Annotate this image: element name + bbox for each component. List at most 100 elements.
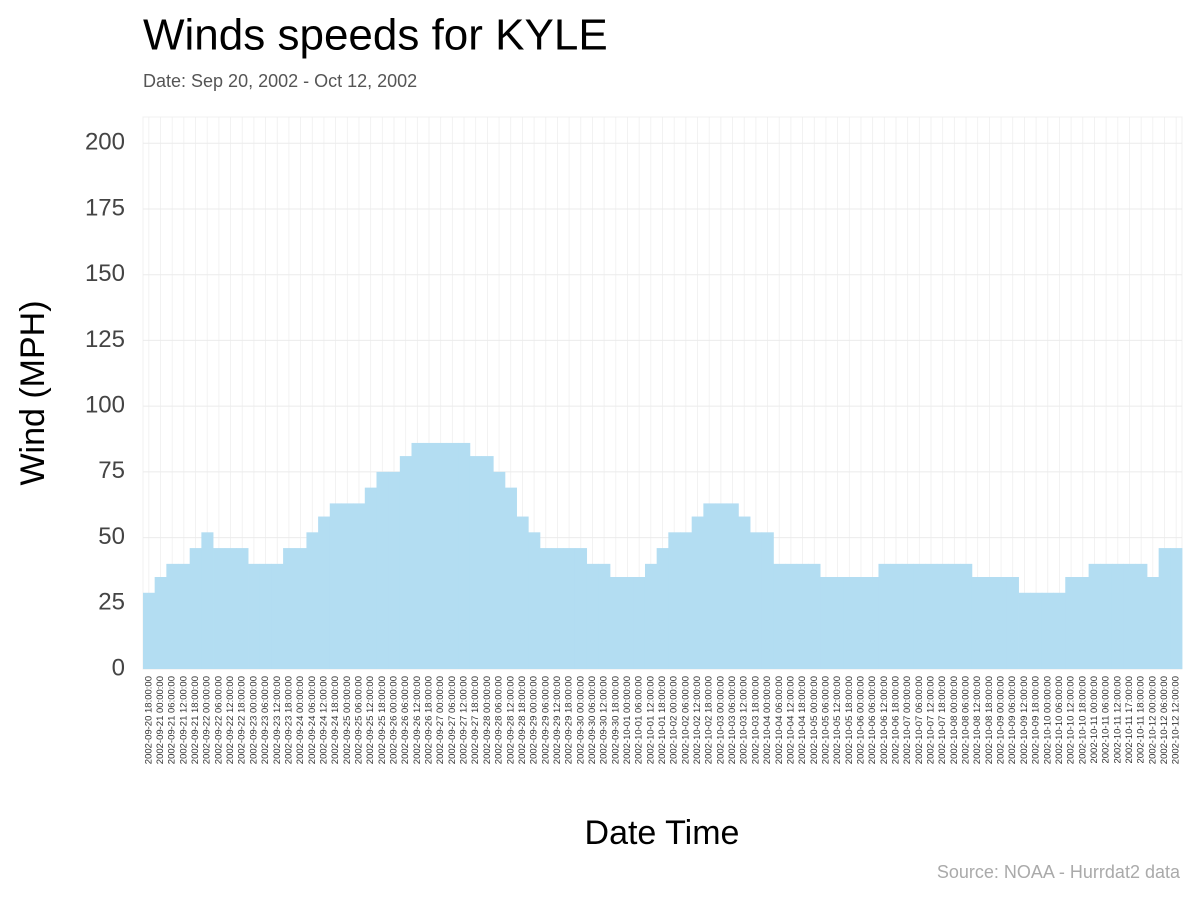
bar (458, 442, 471, 669)
x-tick-label: 2002-09-24 06:00:00 (307, 676, 318, 764)
bar (178, 563, 191, 669)
y-tick-label: 25 (98, 589, 125, 616)
x-tick-label: 2002-10-10 12:00:00 (1066, 676, 1077, 764)
bar (294, 548, 307, 669)
bar (236, 548, 249, 669)
x-tick-label: 2002-10-01 18:00:00 (657, 676, 668, 764)
x-tick-label: 2002-09-23 18:00:00 (283, 676, 294, 764)
bar (703, 503, 716, 669)
bar (493, 471, 506, 669)
x-tick-label: 2002-09-27 00:00:00 (435, 676, 446, 764)
y-tick-label: 125 (85, 326, 125, 353)
bar (785, 563, 798, 669)
bar (878, 563, 891, 669)
bar (890, 563, 903, 669)
caption: Source: NOAA - Hurrdat2 data (937, 862, 1181, 882)
bar (913, 563, 926, 669)
x-tick-label: 2002-09-27 06:00:00 (447, 676, 458, 764)
bar (399, 456, 412, 669)
x-tick-label: 2002-10-07 18:00:00 (937, 676, 948, 764)
x-tick-label: 2002-09-23 00:00:00 (248, 676, 259, 764)
bar (434, 442, 447, 669)
x-tick-label: 2002-10-05 12:00:00 (832, 676, 843, 764)
bar (446, 442, 459, 669)
x-tick-label: 2002-10-11 12:00:00 (1112, 676, 1123, 764)
bar (1053, 592, 1066, 669)
x-tick-label: 2002-09-26 12:00:00 (412, 676, 423, 764)
y-tick-label: 0 (112, 654, 125, 681)
x-tick-label: 2002-09-28 00:00:00 (482, 676, 493, 764)
x-tick-label: 2002-10-04 00:00:00 (762, 676, 773, 764)
bar (353, 503, 366, 669)
bar (388, 471, 401, 669)
y-axis-label: Wind (MPH) (14, 300, 52, 485)
x-tick-label: 2002-10-05 06:00:00 (820, 676, 831, 764)
x-tick-label: 2002-09-23 12:00:00 (272, 676, 283, 764)
bar (259, 563, 272, 669)
x-tick-label: 2002-09-21 12:00:00 (178, 676, 189, 764)
x-tick-label: 2002-10-03 12:00:00 (739, 676, 750, 764)
bar (738, 516, 751, 669)
x-tick-label: 2002-09-30 06:00:00 (587, 676, 598, 764)
x-tick-label: 2002-10-06 12:00:00 (879, 676, 890, 764)
x-tick-label: 2002-10-09 00:00:00 (996, 676, 1007, 764)
x-tick-label: 2002-09-25 18:00:00 (377, 676, 388, 764)
x-tick-label: 2002-10-12 06:00:00 (1159, 676, 1170, 764)
bar (715, 503, 728, 669)
x-tick-label: 2002-09-30 12:00:00 (599, 676, 610, 764)
x-tick-label: 2002-09-28 06:00:00 (494, 676, 505, 764)
bar (668, 532, 681, 669)
bar (1006, 577, 1019, 669)
bar (563, 548, 576, 669)
bar (843, 577, 856, 669)
x-tick-label: 2002-09-24 12:00:00 (318, 676, 329, 764)
bar (691, 516, 704, 669)
bar (1041, 592, 1054, 669)
x-tick-label: 2002-10-03 06:00:00 (727, 676, 738, 764)
bar (901, 563, 914, 669)
x-tick-label: 2002-10-08 18:00:00 (984, 676, 995, 764)
x-tick-label: 2002-10-03 00:00:00 (715, 676, 726, 764)
x-tick-label: 2002-10-01 00:00:00 (622, 676, 633, 764)
x-tick-label: 2002-09-25 06:00:00 (353, 676, 364, 764)
x-tick-label: 2002-09-27 18:00:00 (470, 676, 481, 764)
bar (166, 563, 179, 669)
x-tick-label: 2002-09-25 12:00:00 (365, 676, 376, 764)
bar (1030, 592, 1043, 669)
x-tick-label: 2002-10-11 00:00:00 (1089, 676, 1100, 764)
x-tick-label: 2002-10-06 18:00:00 (890, 676, 901, 764)
bar (936, 563, 949, 669)
bar (341, 503, 354, 669)
x-tick-label: 2002-10-07 06:00:00 (914, 676, 925, 764)
bar (528, 532, 541, 669)
bar (820, 577, 833, 669)
bar (609, 577, 623, 669)
bar (656, 548, 669, 669)
x-tick-label: 2002-09-30 18:00:00 (610, 676, 621, 764)
x-tick-label: 2002-10-08 12:00:00 (972, 676, 983, 764)
x-tick-label: 2002-10-10 00:00:00 (1042, 676, 1053, 764)
bar (364, 487, 377, 669)
bar (469, 456, 482, 669)
bar (1158, 548, 1171, 669)
bar (283, 548, 296, 669)
bar (411, 442, 424, 669)
x-tick-label: 2002-10-12 12:00:00 (1171, 676, 1182, 764)
bar (773, 563, 786, 669)
x-axis-label: Date Time (585, 814, 740, 852)
bar (971, 577, 984, 669)
x-tick-label: 2002-09-28 18:00:00 (517, 676, 528, 764)
x-tick-label: 2002-09-21 18:00:00 (190, 676, 201, 764)
x-tick-label: 2002-09-23 06:00:00 (260, 676, 271, 764)
x-tick-label: 2002-09-29 00:00:00 (529, 676, 540, 764)
bar (143, 592, 156, 669)
x-tick-label: 2002-10-07 00:00:00 (902, 676, 913, 764)
x-tick-label: 2002-10-01 12:00:00 (645, 676, 656, 764)
x-tick-label: 2002-10-04 06:00:00 (774, 676, 785, 764)
x-tick-label: 2002-10-04 18:00:00 (797, 676, 808, 764)
x-tick-label: 2002-10-05 00:00:00 (809, 676, 820, 764)
x-tick-label: 2002-10-02 06:00:00 (680, 676, 691, 764)
bar (621, 577, 634, 669)
x-tick-label: 2002-10-02 00:00:00 (669, 676, 680, 764)
